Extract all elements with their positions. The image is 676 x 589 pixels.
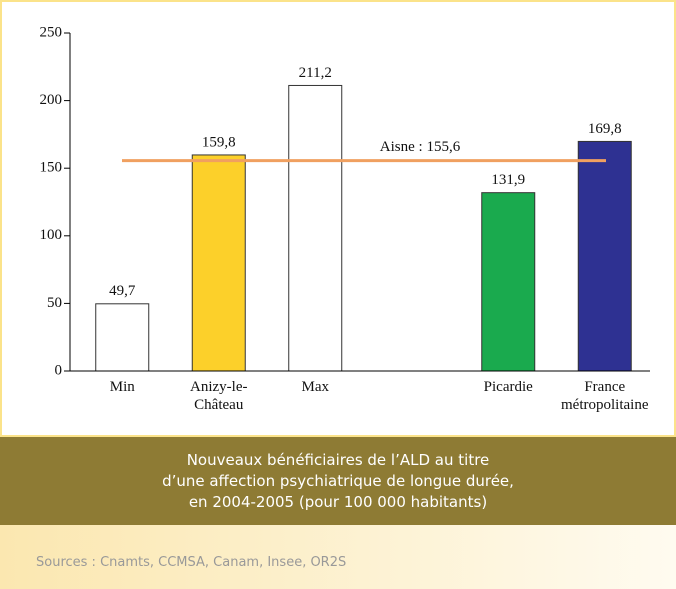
chart: 0 50 100 150 200 250 49,7 159,8 211,2 131,9 169,8 A… <box>40 24 650 378</box>
sources: Sources : Cnamts, CCMSA, Canam, Insee, O… <box>36 555 347 570</box>
caption-line: Nouveaux bénéficiaires de l’ALD au titre <box>186 450 490 469</box>
y-tick-label: 100 <box>40 227 63 243</box>
x-tick-label: Max <box>301 379 330 395</box>
data-label: 159,8 <box>202 134 236 150</box>
bar <box>288 84 343 372</box>
bar <box>95 303 150 372</box>
data-label: 49,7 <box>109 283 136 299</box>
x-tick-label: France métropolitaine <box>561 379 649 413</box>
bar <box>577 140 632 372</box>
caption-line: en 2004-2005 (pour 100 000 habitants) <box>188 492 488 511</box>
reference-label: Aisne : 155,6 <box>380 139 461 155</box>
footer: Sources : Cnamts, CCMSA, Canam, Insee, O… <box>0 525 676 589</box>
y-tick-label: 250 <box>40 24 63 40</box>
y-tick-label: 150 <box>40 160 63 176</box>
bar <box>481 192 536 372</box>
x-tick-label: Picardie <box>483 379 533 395</box>
x-tick-label: Min <box>109 379 135 395</box>
data-label: 131,9 <box>491 172 525 188</box>
caption-line: d’une affection psychiatrique de longue … <box>162 471 514 490</box>
y-tick-label: 50 <box>47 295 62 311</box>
x-tick-label: Anizy-le-Château <box>190 379 248 413</box>
y-tick-label: 200 <box>40 92 63 108</box>
data-label: 211,2 <box>299 65 332 81</box>
bar <box>191 154 246 372</box>
data-label: 169,8 <box>588 121 622 137</box>
caption: Nouveaux bénéficiaires de l’ALD au titre… <box>0 437 676 525</box>
y-tick-label: 0 <box>55 362 63 378</box>
